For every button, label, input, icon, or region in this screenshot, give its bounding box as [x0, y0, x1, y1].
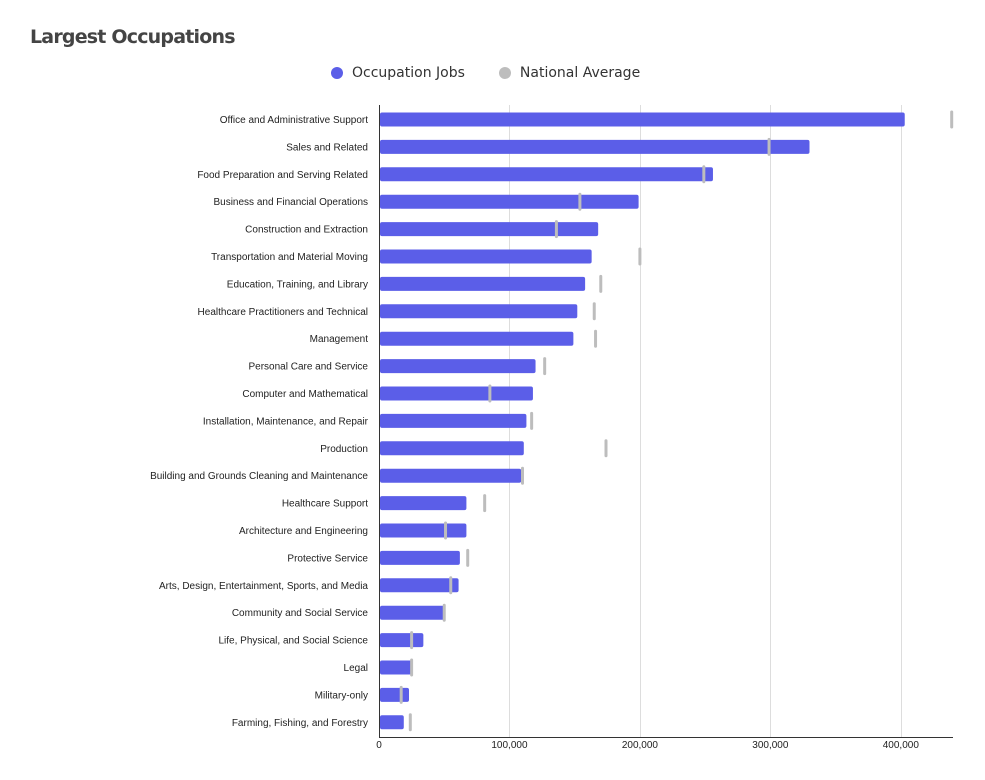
- category-label: Sales and Related: [286, 142, 368, 153]
- category-label: Office and Administrative Support: [220, 115, 368, 126]
- legend-item-national-average[interactable]: National Average: [498, 65, 641, 81]
- category-label: Education, Training, and Library: [227, 279, 368, 290]
- occupation-bar: [380, 660, 412, 675]
- category-label: Protective Service: [287, 553, 368, 564]
- category-label: Installation, Maintenance, and Repair: [203, 416, 369, 427]
- axes: 0 100,000 200,000 300,000 400,000: [376, 105, 953, 751]
- legend-label-occupation-jobs: Occupation Jobs: [352, 65, 465, 81]
- legend-item-occupation-jobs[interactable]: Occupation Jobs: [331, 65, 465, 81]
- chart-legend: Occupation Jobs National Average: [331, 63, 674, 83]
- occupation-bar: [380, 496, 467, 511]
- national-average-marker: [594, 329, 598, 348]
- category-label: Management: [310, 334, 369, 345]
- occupation-bar: [380, 304, 578, 319]
- category-label: Farming, Fishing, and Forestry: [232, 718, 368, 729]
- national-average-marker: [530, 411, 534, 430]
- national-average-markers: [399, 110, 954, 732]
- national-average-marker: [410, 631, 414, 650]
- category-label: Arts, Design, Entertainment, Sports, and…: [159, 581, 368, 592]
- national-average-marker: [408, 713, 412, 732]
- x-tick-label: 200,000: [622, 740, 659, 751]
- national-average-marker: [702, 165, 706, 184]
- category-label: Building and Grounds Cleaning and Mainte…: [150, 471, 368, 482]
- occupation-bar: [380, 194, 639, 209]
- national-average-marker: [410, 658, 414, 677]
- category-label: Healthcare Support: [282, 499, 368, 510]
- occupation-bar: [380, 222, 599, 237]
- legend-dot-national-average: [498, 67, 511, 79]
- category-label: Transportation and Material Moving: [211, 252, 368, 263]
- national-average-marker: [604, 439, 608, 458]
- occupation-bar: [380, 413, 527, 428]
- national-average-marker: [442, 603, 446, 622]
- category-label: Architecture and Engineering: [239, 526, 368, 537]
- national-average-marker: [399, 685, 403, 704]
- category-label: Life, Physical, and Social Science: [218, 636, 368, 647]
- national-average-marker: [767, 137, 771, 156]
- category-labels: Office and Administrative Support Sales a…: [150, 115, 369, 729]
- national-average-marker: [444, 521, 448, 540]
- occupation-bar: [380, 249, 592, 264]
- category-label: Food Preparation and Serving Related: [197, 170, 368, 181]
- occupation-bar: [380, 633, 424, 648]
- chart-title: Largest Occupations: [30, 26, 236, 48]
- x-tick-label: 100,000: [491, 740, 528, 751]
- national-average-marker: [466, 548, 470, 567]
- national-average-marker: [950, 110, 954, 129]
- category-label: Community and Social Service: [232, 608, 369, 619]
- occupation-bar: [380, 112, 905, 127]
- category-label: Legal: [344, 663, 368, 674]
- occupation-bar: [380, 468, 522, 483]
- category-label: Production: [320, 444, 368, 455]
- category-label: Computer and Mathematical: [242, 389, 368, 400]
- bars: [380, 112, 905, 730]
- x-tick-label: 400,000: [883, 740, 920, 751]
- national-average-marker: [488, 384, 492, 403]
- category-label: Military-only: [315, 690, 368, 701]
- occupation-bar: [380, 715, 404, 730]
- legend-label-national-average: National Average: [519, 65, 641, 81]
- occupation-bar: [380, 578, 459, 593]
- category-label: Business and Financial Operations: [213, 197, 368, 208]
- category-label: Healthcare Practitioners and Technical: [198, 307, 368, 318]
- occupation-bar: [380, 550, 460, 565]
- occupation-bar: [380, 441, 524, 456]
- occupation-bar: [380, 167, 713, 182]
- national-average-marker: [599, 274, 603, 293]
- occupation-bar: [380, 276, 586, 291]
- legend-dot-occupation-jobs: [331, 67, 343, 79]
- national-average-marker: [449, 576, 453, 595]
- national-average-marker: [521, 466, 524, 485]
- national-average-marker: [638, 247, 642, 266]
- x-tick-label: 0: [376, 740, 382, 751]
- national-average-marker: [483, 494, 487, 513]
- occupation-bar: [380, 139, 810, 154]
- national-average-marker: [554, 220, 558, 239]
- category-label: Personal Care and Service: [248, 362, 368, 373]
- national-average-marker: [543, 357, 547, 376]
- occupation-bar: [380, 359, 536, 374]
- occupation-bar: [380, 331, 574, 346]
- occupation-bar: [380, 605, 445, 620]
- x-tick-label: 300,000: [752, 740, 789, 751]
- occupation-bar: [380, 687, 410, 702]
- national-average-marker: [592, 302, 596, 321]
- occupation-bar: [380, 386, 533, 401]
- national-average-marker: [578, 192, 582, 211]
- occupation-bar: [380, 523, 467, 538]
- category-label: Construction and Extraction: [245, 225, 368, 236]
